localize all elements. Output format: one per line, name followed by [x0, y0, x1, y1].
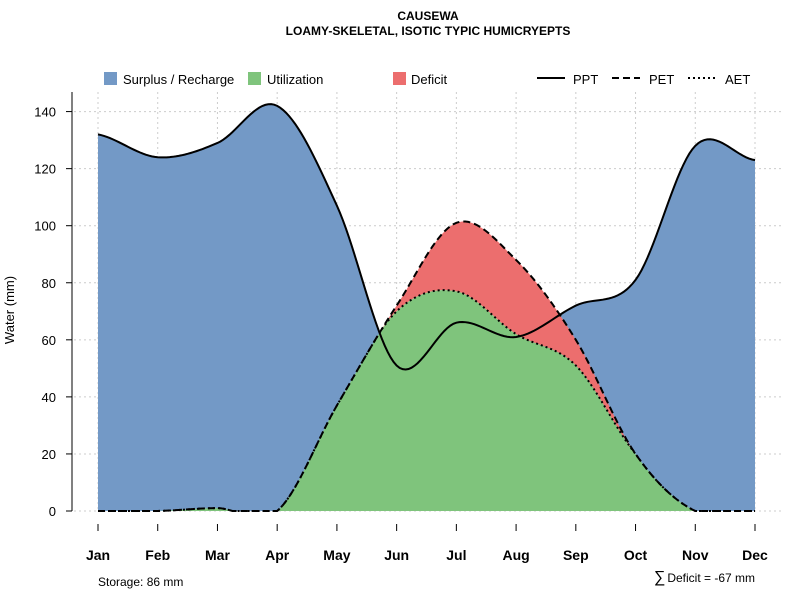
y-tick-label: 0	[49, 504, 56, 519]
series-lines	[97, 103, 756, 512]
chart-title: CAUSEWA	[397, 9, 459, 23]
x-tick-label-jul: Jul	[446, 547, 466, 563]
x-tick-label-may: May	[323, 547, 350, 563]
y-axis-label: Water (mm)	[2, 276, 17, 344]
area-layer	[98, 104, 755, 511]
x-tick-label-jan: Jan	[86, 547, 110, 563]
series-line-pet	[98, 220, 755, 512]
x-tick-label-mar: Mar	[205, 547, 230, 563]
chart-subtitle: LOAMY-SKELETAL, ISOTIC TYPIC HUMICRYEPTS	[286, 24, 571, 38]
x-tick-label-nov: Nov	[682, 547, 709, 563]
legend-label-aet: AET	[725, 72, 750, 87]
y-tick-label: 140	[34, 105, 56, 120]
legend-swatch-utilization	[248, 72, 261, 85]
deficit-summary: ∑ Deficit = -67 mm	[654, 569, 755, 586]
x-tick-label-sep: Sep	[563, 547, 589, 563]
x-tick-label-apr: Apr	[265, 547, 290, 563]
x-tick-label-aug: Aug	[502, 547, 529, 563]
axes: 0 20 40 60 80 100 120 140 Jan Feb Mar Apr May Jun Jul A…	[34, 92, 768, 563]
sum-symbol: ∑	[654, 569, 665, 586]
y-tick-label: 100	[34, 219, 56, 234]
y-tick-label: 20	[42, 447, 56, 462]
x-tick-label-oct: Oct	[624, 547, 648, 563]
x-tick-label-feb: Feb	[145, 547, 170, 563]
legend-swatch-deficit	[393, 72, 406, 85]
legend-swatch-surplus	[104, 72, 117, 85]
legend-label-deficit: Deficit	[411, 72, 448, 87]
legend-label-surplus: Surplus / Recharge	[123, 72, 234, 87]
y-tick-label: 40	[42, 390, 56, 405]
x-tick-label-dec: Dec	[742, 547, 768, 563]
legend-label-pet: PET	[649, 72, 674, 87]
y-tick-label: 60	[42, 333, 56, 348]
area-deficit	[98, 221, 755, 511]
series-line-ppt	[97, 103, 756, 371]
x-tick-label-jun: Jun	[384, 547, 409, 563]
area-utilization	[98, 290, 755, 511]
legend-label-utilization: Utilization	[267, 72, 323, 87]
y-tick-label: 120	[34, 162, 56, 177]
legend: Surplus / Recharge Utilization Deficit P…	[104, 72, 750, 87]
legend-label-ppt: PPT	[573, 72, 598, 87]
storage-label: Storage: 86 mm	[98, 575, 183, 589]
deficit-total: Deficit = -67 mm	[667, 571, 755, 585]
y-tick-label: 80	[42, 276, 56, 291]
